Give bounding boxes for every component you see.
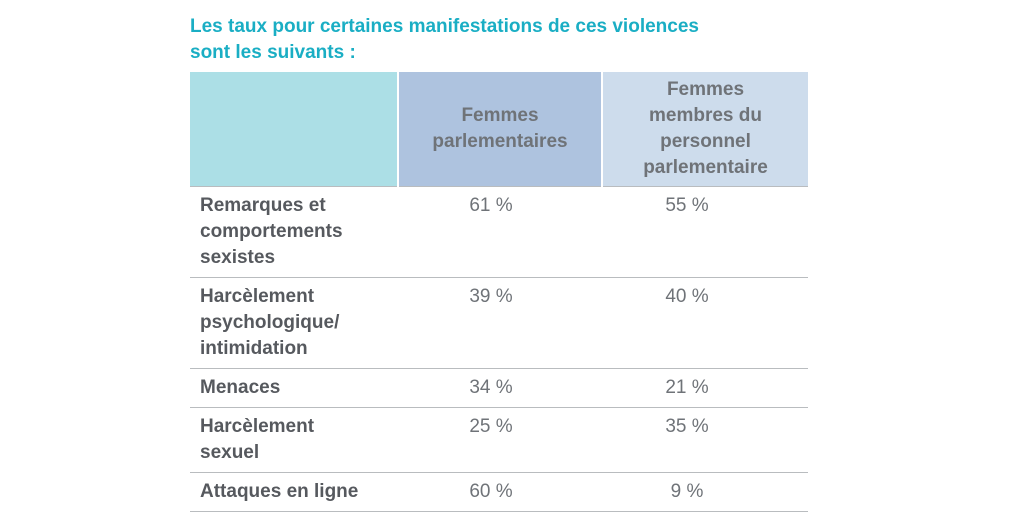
row-label: Remarques et comportements sexistes xyxy=(190,186,398,278)
header-femmes-parlementaires-label: Femmes parlementaires xyxy=(432,105,568,152)
value-personnel: 40 % xyxy=(602,277,808,369)
header-empty-cell xyxy=(190,72,399,187)
value-parlementaires: 60 % xyxy=(398,472,602,512)
table-header-row: Femmes parlementaires Femmes membres du … xyxy=(190,72,808,187)
value-personnel: 35 % xyxy=(602,407,808,473)
section-heading: Les taux pour certaines manifestations d… xyxy=(190,14,810,66)
table-row: Attaques en ligne 60 % 9 % xyxy=(190,472,808,512)
row-label: Menaces xyxy=(190,368,398,408)
row-label: Harcèlement sexuel xyxy=(190,407,398,473)
row-label: Harcèlement psychologique/ intimidation xyxy=(190,277,398,369)
table-row: Menaces 34 % 21 % xyxy=(190,368,808,408)
row-label-text: Remarques et comportements sexistes xyxy=(200,195,343,268)
value-parlementaires: 61 % xyxy=(398,186,602,278)
table-row: Harcèlement psychologique/ intimidation … xyxy=(190,277,808,369)
value-personnel: 9 % xyxy=(602,472,808,512)
row-label-text: Harcèlement psychologique/ intimidation xyxy=(200,286,340,359)
header-femmes-personnel: Femmes membres du personnel parlementair… xyxy=(602,72,808,187)
value-parlementaires: 25 % xyxy=(398,407,602,473)
violence-rates-table: Femmes parlementaires Femmes membres du … xyxy=(190,72,808,512)
value-personnel: 21 % xyxy=(602,368,808,408)
section-heading-line-2: sont les suivants : xyxy=(190,42,356,63)
section-heading-line-1: Les taux pour certaines manifestations d… xyxy=(190,16,699,37)
table-row: Remarques et comportements sexistes 61 %… xyxy=(190,186,808,278)
value-personnel: 55 % xyxy=(602,186,808,278)
header-femmes-parlementaires: Femmes parlementaires xyxy=(398,72,603,187)
value-parlementaires: 39 % xyxy=(398,277,602,369)
value-parlementaires: 34 % xyxy=(398,368,602,408)
table-row: Harcèlement sexuel 25 % 35 % xyxy=(190,407,808,473)
row-label: Attaques en ligne xyxy=(190,472,398,512)
row-label-text: Harcèlement sexuel xyxy=(200,416,315,463)
header-femmes-personnel-label: Femmes membres du personnel parlementair… xyxy=(643,79,768,178)
